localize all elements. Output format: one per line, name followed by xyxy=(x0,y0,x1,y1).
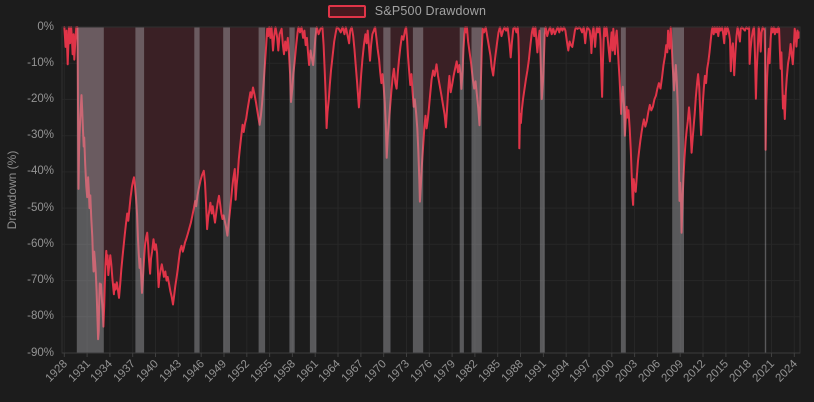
x-axis-tick-marks xyxy=(63,353,795,357)
recession-band xyxy=(76,27,104,353)
recession-band xyxy=(672,27,684,353)
recession-band xyxy=(764,27,767,353)
drawdown-line xyxy=(63,26,801,341)
recession-band xyxy=(223,27,230,353)
recession-band xyxy=(471,27,482,353)
legend: S&P500 Drawdown xyxy=(0,3,814,19)
recession-band xyxy=(539,27,545,353)
recession-band xyxy=(309,27,317,353)
y-axis-title: Drawdown (%) xyxy=(5,150,19,230)
recession-band xyxy=(412,27,424,353)
recession-band xyxy=(194,27,200,353)
legend-label: S&P500 Drawdown xyxy=(374,4,487,18)
recession-band xyxy=(135,27,145,353)
recession-band xyxy=(459,27,464,353)
recession-band xyxy=(383,27,391,353)
recession-bands xyxy=(76,27,767,353)
recession-band xyxy=(289,27,295,353)
legend-swatch xyxy=(327,4,366,18)
recession-band xyxy=(620,27,626,353)
recession-band xyxy=(258,27,266,353)
